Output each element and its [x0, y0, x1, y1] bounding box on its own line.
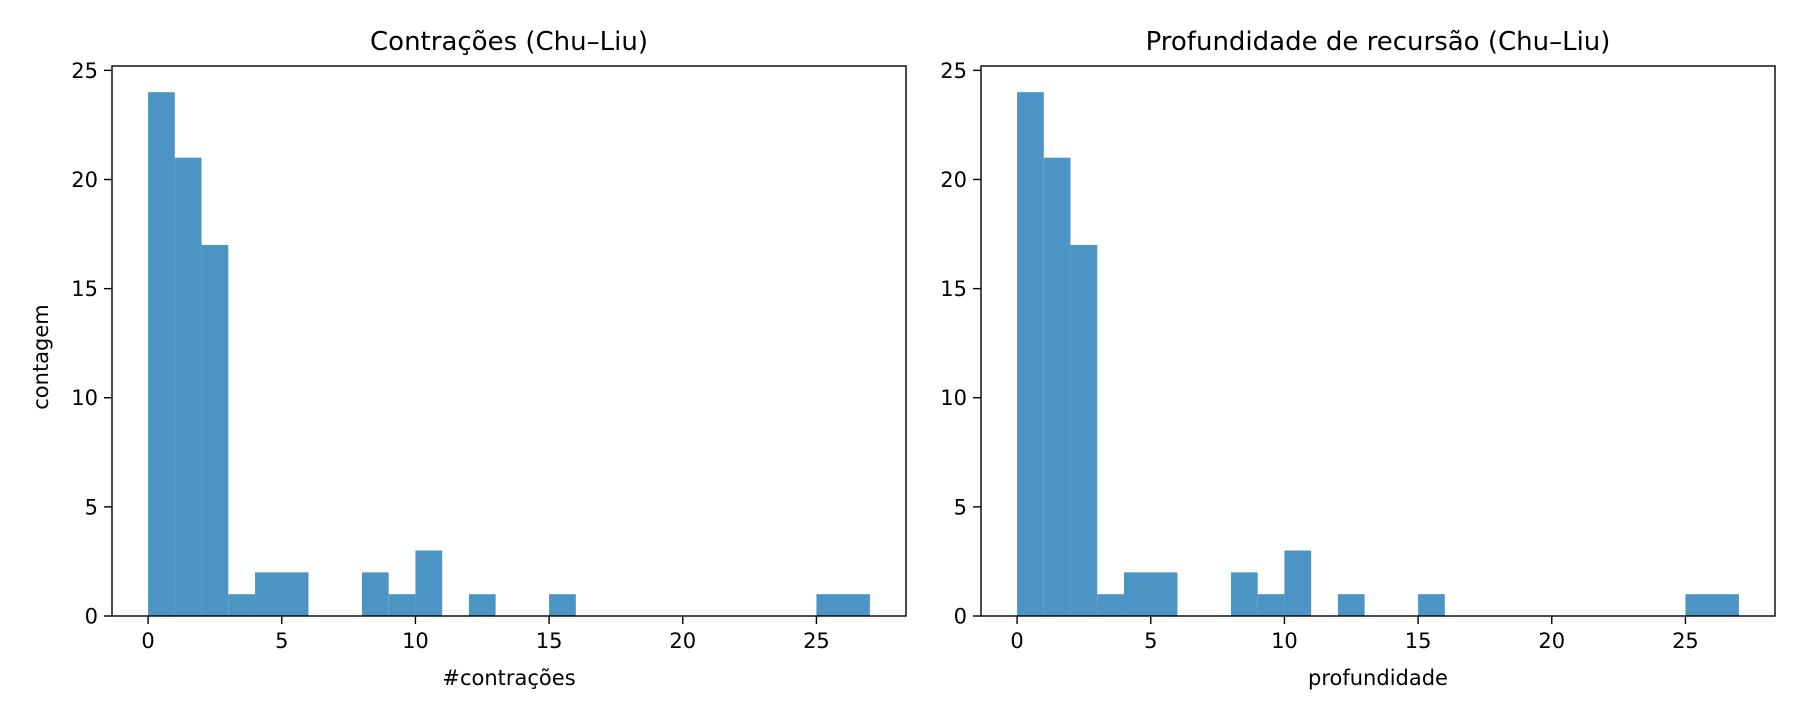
plot-frame [980, 65, 1776, 617]
y-tick-label: 20 [940, 168, 967, 192]
bar-1 [174, 157, 202, 617]
y-ticks: 0 5 10 15 20 25 [71, 59, 112, 629]
x-tick-label: 20 [1538, 629, 1565, 653]
bar-4 [255, 572, 309, 616]
bar-3 [1097, 594, 1125, 616]
bar-10 [1685, 594, 1739, 616]
y-ticks: 0 5 10 15 20 25 [940, 59, 981, 629]
x-ticks: 0 5 10 15 20 25 [1010, 616, 1699, 653]
x-tick-label: 25 [803, 629, 830, 653]
bar-3 [228, 594, 256, 616]
chart-title: Profundidade de recursão (Chu–Liu) [1146, 27, 1611, 57]
bar-10 [816, 594, 870, 616]
bar-9 [549, 594, 576, 616]
bar-6 [388, 594, 416, 616]
x-ticks: 0 5 10 15 20 25 [141, 616, 830, 653]
y-tick-label: 25 [71, 59, 98, 83]
histogram-contracoes: Contrações (Chu–Liu) #contrações contage… [29, 27, 907, 690]
y-tick-label: 5 [85, 495, 98, 519]
x-tick-label: 5 [275, 629, 288, 653]
bars [1017, 92, 1739, 617]
bar-7 [415, 550, 443, 616]
bar-6 [1257, 594, 1285, 616]
x-tick-label: 15 [536, 629, 563, 653]
y-axis-label: contagem [29, 304, 53, 410]
bar-5 [1230, 572, 1258, 616]
x-tick-label: 15 [1405, 629, 1432, 653]
x-tick-label: 5 [1144, 629, 1157, 653]
x-tick-label: 20 [669, 629, 696, 653]
y-tick-label: 15 [71, 277, 98, 301]
bar-0 [1017, 92, 1044, 616]
y-tick-label: 25 [940, 59, 967, 83]
x-axis-label: profundidade [1308, 666, 1448, 690]
bar-2 [1070, 244, 1098, 616]
bar-7 [1284, 550, 1312, 616]
bar-5 [361, 572, 389, 616]
y-tick-label: 0 [85, 605, 98, 629]
y-tick-label: 0 [954, 605, 967, 629]
bar-0 [148, 92, 175, 616]
bar-2 [201, 244, 229, 616]
plot-frame [111, 65, 907, 617]
x-tick-label: 10 [402, 629, 429, 653]
y-tick-label: 5 [954, 495, 967, 519]
bar-4 [1124, 572, 1178, 616]
y-tick-label: 20 [71, 168, 98, 192]
y-tick-label: 10 [71, 386, 98, 410]
x-tick-label: 0 [1010, 629, 1023, 653]
bar-8 [468, 594, 496, 616]
x-axis-label: #contrações [442, 666, 575, 690]
bar-9 [1418, 594, 1445, 616]
histogram-profundidade: Profundidade de recursão (Chu–Liu) profu… [940, 27, 1776, 690]
bar-1 [1043, 157, 1071, 617]
x-tick-label: 0 [141, 629, 154, 653]
y-tick-label: 15 [940, 277, 967, 301]
x-tick-label: 10 [1271, 629, 1298, 653]
y-tick-label: 10 [940, 386, 967, 410]
bar-8 [1337, 594, 1365, 616]
chart-title: Contrações (Chu–Liu) [370, 27, 648, 57]
x-tick-label: 25 [1672, 629, 1699, 653]
bars [148, 92, 870, 617]
